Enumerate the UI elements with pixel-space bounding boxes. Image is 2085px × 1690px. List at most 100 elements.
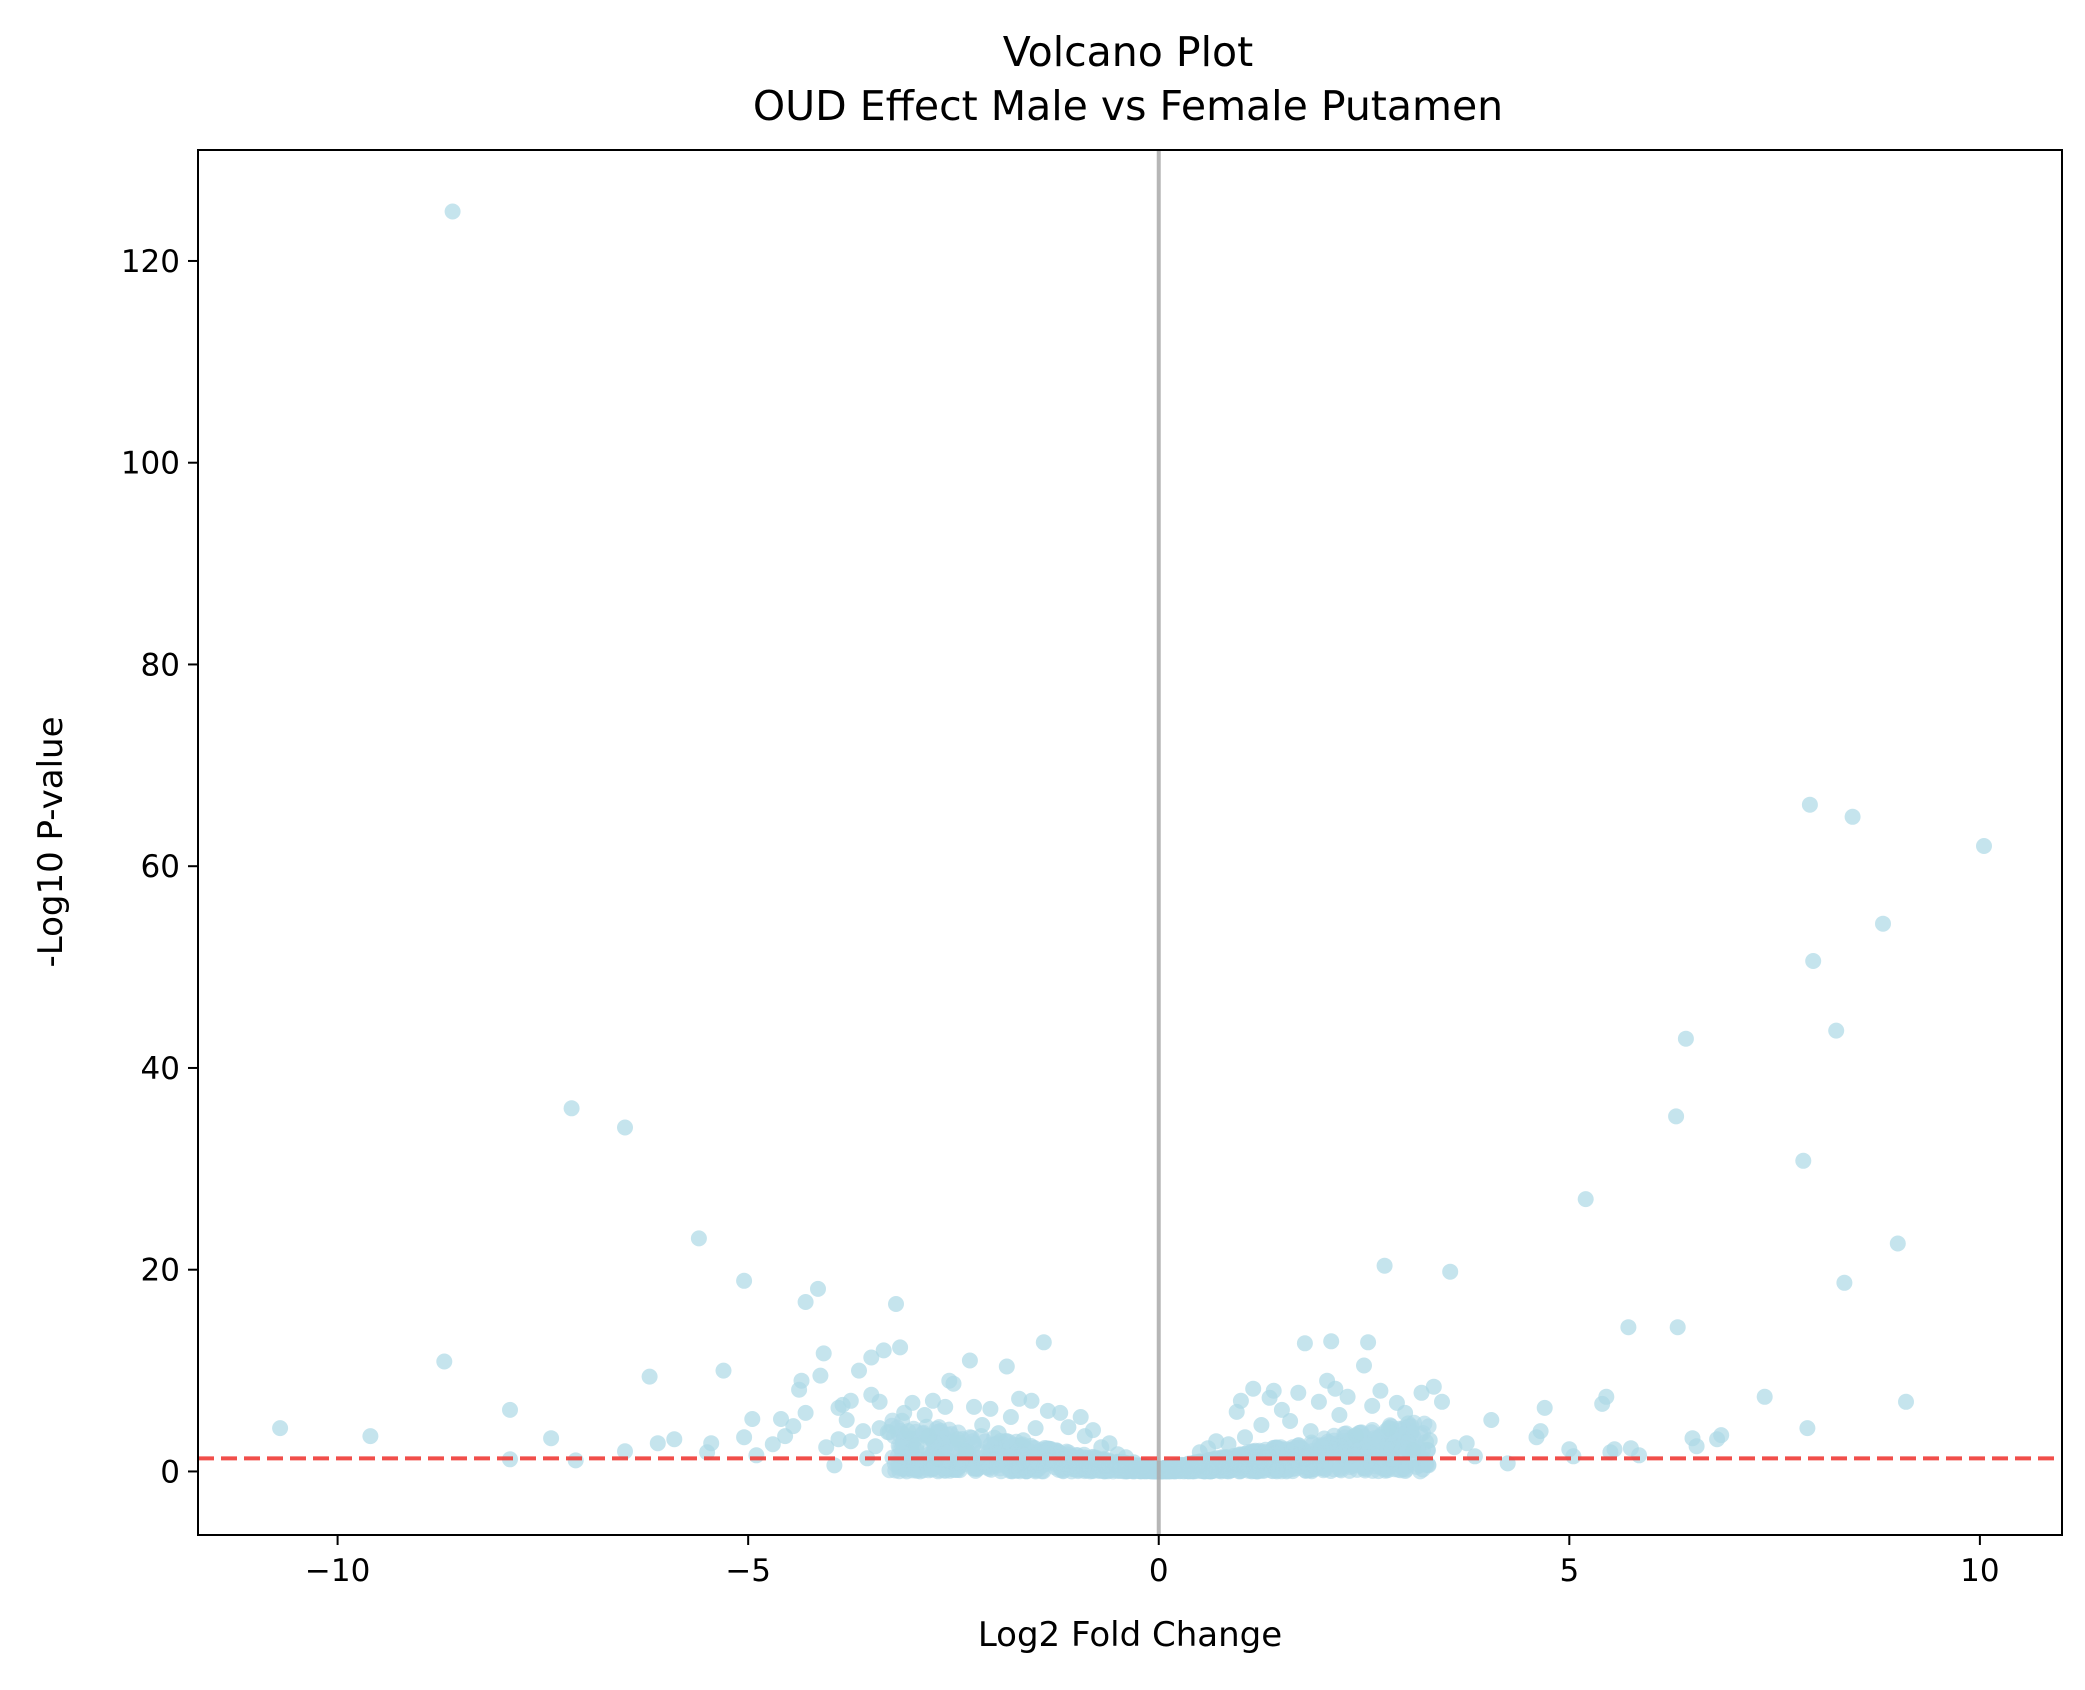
data-point (744, 1411, 761, 1427)
data-point (1134, 1458, 1151, 1475)
data-point (830, 1431, 847, 1448)
data-point (764, 1436, 781, 1453)
y-tick-label: 80 (141, 647, 180, 683)
data-point (736, 1272, 753, 1289)
cloud-point (1268, 1462, 1285, 1479)
data-point (1421, 1432, 1438, 1449)
data-point (974, 1417, 991, 1433)
data-point (1023, 1392, 1040, 1409)
data-point (748, 1447, 765, 1464)
cloud-point (1071, 1461, 1088, 1478)
data-point (1331, 1407, 1348, 1423)
data-point (908, 1437, 925, 1454)
data-point (1035, 1334, 1052, 1351)
data-point (1756, 1388, 1773, 1405)
cloud-point (1416, 1415, 1433, 1432)
data-point (810, 1280, 826, 1297)
data-point (1282, 1413, 1299, 1429)
data-point (1442, 1263, 1459, 1280)
cloud-point (1186, 1463, 1203, 1480)
data-point (1015, 1432, 1032, 1449)
data-point (842, 1433, 859, 1450)
data-point (1889, 1235, 1906, 1252)
data-point (863, 1349, 880, 1366)
data-point (1405, 1442, 1422, 1459)
data-point (436, 1353, 453, 1370)
data-point (937, 1398, 954, 1415)
data-point (1801, 796, 1818, 813)
data-point (920, 1428, 937, 1445)
data-point (272, 1420, 289, 1437)
data-point (1795, 1152, 1812, 1169)
data-point (1669, 1319, 1686, 1336)
chart-title: Volcano Plot (1003, 28, 1253, 76)
data-point (1101, 1435, 1118, 1452)
cloud-point (1336, 1443, 1353, 1460)
cloud-point (1171, 1457, 1188, 1474)
reference-lines (198, 150, 2062, 1535)
data-point (1606, 1441, 1623, 1458)
data-point (1466, 1448, 1483, 1465)
cloud-point (1317, 1461, 1334, 1478)
data-point (773, 1411, 789, 1427)
cloud-point (980, 1460, 997, 1477)
cloud-point (950, 1459, 967, 1476)
data-point (1844, 808, 1861, 825)
cloud-point (1386, 1461, 1403, 1478)
data-point (871, 1393, 888, 1410)
data-point (1483, 1412, 1500, 1428)
y-axis-ticks: 0 20 40 60 80 100 120 (121, 244, 198, 1490)
data-point (1302, 1423, 1319, 1440)
x-tick-label: 10 (1960, 1553, 1999, 1589)
y-tick-label: 40 (141, 1051, 180, 1087)
plot-frame (197, 149, 2063, 1536)
data-point (1060, 1419, 1077, 1436)
x-axis-ticks: −10 −5 0 5 10 (305, 1535, 2000, 1589)
data-point (1232, 1392, 1249, 1409)
data-point (900, 1423, 917, 1440)
data-point (982, 1400, 999, 1417)
data-point (567, 1452, 584, 1469)
x-tick-label: −5 (725, 1553, 771, 1589)
data-point (1253, 1417, 1270, 1433)
data-point (793, 1372, 810, 1389)
data-point (1296, 1335, 1313, 1352)
data-point (1208, 1433, 1225, 1450)
cloud-point (1035, 1457, 1052, 1474)
data-point (998, 1358, 1015, 1375)
data-point (826, 1457, 843, 1474)
cloud-point (1373, 1459, 1390, 1476)
data-points (272, 203, 1992, 1475)
cloud-point (891, 1459, 908, 1476)
data-point (1434, 1393, 1450, 1410)
data-point (1446, 1439, 1463, 1456)
data-point (1836, 1274, 1853, 1291)
data-point (949, 1431, 966, 1448)
x-tick-label: −10 (305, 1553, 370, 1589)
cloud-point (1418, 1456, 1435, 1473)
plot-area (198, 150, 2062, 1535)
data-point (1039, 1402, 1056, 1419)
data-point (1027, 1420, 1044, 1437)
data-point (1397, 1404, 1414, 1421)
cloud-point (1313, 1439, 1330, 1455)
data-point (1805, 953, 1822, 969)
data-point (875, 1342, 892, 1359)
data-point (666, 1431, 683, 1448)
data-point (1875, 915, 1891, 932)
chart-subtitle: OUD Effect Male vs Female Putamen (753, 82, 1503, 130)
data-point (1265, 1382, 1282, 1399)
data-point (888, 1296, 904, 1312)
data-point (1002, 1409, 1019, 1425)
data-point (736, 1429, 753, 1446)
data-point (818, 1439, 835, 1456)
data-point (1237, 1429, 1253, 1446)
data-point (444, 203, 461, 220)
data-point (1380, 1420, 1397, 1437)
cloud-point (890, 1437, 907, 1454)
data-point (1364, 1397, 1381, 1414)
data-point (1347, 1427, 1364, 1444)
y-tick-label: 20 (141, 1253, 180, 1289)
data-point (1565, 1448, 1582, 1465)
data-point (1577, 1191, 1594, 1208)
